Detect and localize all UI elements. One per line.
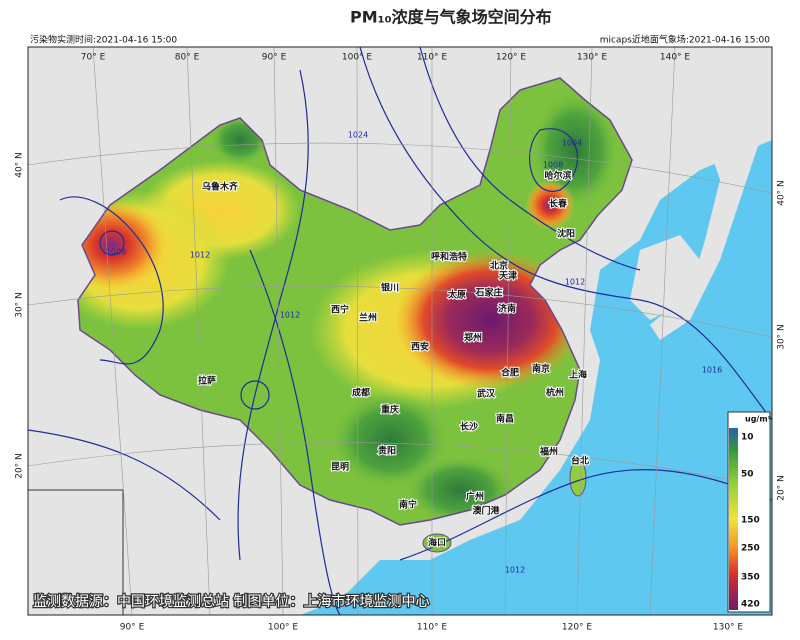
isobar bbox=[529, 128, 578, 192]
isobar bbox=[249, 249, 341, 615]
city-label: 澳门港 bbox=[472, 505, 500, 517]
city-label: 南宁 bbox=[399, 499, 417, 511]
isobar-label: 1016 bbox=[702, 366, 722, 375]
observed-time: 污染物实测时间:2021-04-16 15:00 bbox=[30, 34, 177, 46]
city-label: 成都 bbox=[352, 387, 370, 399]
city-label: 福州 bbox=[539, 446, 558, 458]
lon-label: 110° E bbox=[417, 53, 448, 63]
lon-label: 80° E bbox=[175, 53, 200, 63]
isobar bbox=[240, 380, 270, 410]
city-label: 海口 bbox=[428, 537, 446, 549]
lon-label: 90° E bbox=[120, 623, 145, 633]
city-label: 西宁 bbox=[331, 304, 349, 316]
legend-tick-label: 350 bbox=[741, 573, 760, 583]
isobar-label: 1012 bbox=[565, 278, 585, 287]
lon-label: 70° E bbox=[81, 53, 106, 63]
city-label: 南昌 bbox=[496, 413, 514, 425]
isobar-label: 1008 bbox=[106, 248, 126, 257]
isobars bbox=[28, 47, 772, 615]
isobar-label: 1012 bbox=[505, 566, 525, 575]
lon-label: 110° E bbox=[417, 623, 448, 633]
inset-box bbox=[28, 489, 124, 615]
map-body bbox=[28, 47, 772, 615]
lat-label: 30° N bbox=[15, 292, 25, 318]
lat-label: 40° N bbox=[15, 152, 25, 178]
met-time: micaps近地面气象场:2021-04-16 15:00 bbox=[600, 34, 771, 46]
isobar-label: 1024 bbox=[348, 131, 368, 140]
lon-label: 100° E bbox=[342, 53, 373, 63]
city-label: 兰州 bbox=[359, 312, 377, 324]
legend-tick-label: 50 bbox=[741, 470, 754, 480]
city-label: 长沙 bbox=[460, 421, 478, 433]
city-label: 广州 bbox=[466, 491, 484, 503]
isobar-label: 1008 bbox=[543, 161, 563, 170]
city-label: 重庆 bbox=[381, 404, 399, 416]
city-label: 北京 bbox=[490, 260, 508, 272]
city-label: 西安 bbox=[411, 341, 429, 353]
legend-unit: ug/m³ bbox=[745, 415, 772, 424]
isobar-label: 1012 bbox=[280, 311, 300, 320]
city-label: 沈阳 bbox=[557, 228, 575, 240]
isobar bbox=[419, 47, 641, 271]
legend-tick-label: 10 bbox=[741, 433, 754, 443]
lon-label: 140° E bbox=[660, 53, 691, 63]
pm10-patch bbox=[330, 390, 450, 490]
pm10-patch bbox=[530, 90, 620, 210]
lon-label: 120° E bbox=[496, 53, 527, 63]
isobar bbox=[399, 469, 772, 561]
lat-label: 30° N bbox=[777, 324, 787, 350]
map-frame bbox=[27, 46, 773, 616]
japan bbox=[650, 100, 760, 340]
city-label: 呼和浩特 bbox=[431, 251, 467, 263]
footer: 监测数据源：中国环境监测总站 制图单位：上海市环境监测中心 bbox=[33, 593, 429, 610]
parallels bbox=[28, 142, 772, 489]
city-label: 太原 bbox=[447, 289, 466, 301]
city-label: 拉萨 bbox=[198, 375, 216, 387]
lat-label: 40° N bbox=[777, 180, 787, 206]
lon-label: 100° E bbox=[268, 623, 299, 633]
city-label: 石家庄 bbox=[474, 287, 502, 299]
city-label: 长春 bbox=[549, 198, 568, 210]
isobar bbox=[99, 230, 125, 256]
legend-tick-label: 420 bbox=[741, 600, 760, 610]
lat-label: 20° N bbox=[15, 453, 25, 479]
city-label: 贵阳 bbox=[378, 445, 396, 457]
colorbar bbox=[729, 428, 738, 610]
city-label: 哈尔滨 bbox=[544, 170, 571, 182]
meridians bbox=[92, 47, 676, 615]
lat-label: 20° N bbox=[777, 475, 787, 501]
title: PM₁₀浓度与气象场空间分布 bbox=[350, 8, 552, 27]
city-label: 郑州 bbox=[464, 332, 482, 344]
isobar bbox=[59, 196, 164, 365]
city-label: 杭州 bbox=[546, 387, 564, 399]
city-label: 上海 bbox=[569, 369, 587, 381]
isobar bbox=[237, 69, 309, 561]
city-label: 武汉 bbox=[477, 388, 496, 400]
city-label: 合肥 bbox=[501, 367, 519, 379]
lon-label: 130° E bbox=[577, 53, 608, 63]
city-label: 济南 bbox=[498, 303, 516, 315]
isobar-label: 1004 bbox=[562, 139, 582, 148]
isobar bbox=[359, 47, 772, 421]
lon-label: 120° E bbox=[562, 623, 593, 633]
city-label: 银川 bbox=[381, 282, 399, 294]
hainan bbox=[422, 533, 452, 553]
city-label: 南京 bbox=[532, 363, 550, 375]
city-label: 天津 bbox=[499, 270, 517, 282]
lon-label: 90° E bbox=[262, 53, 287, 63]
isobar bbox=[28, 429, 221, 521]
pm10-hotspot bbox=[525, 180, 575, 230]
legend-tick-label: 150 bbox=[741, 516, 760, 526]
city-label: 昆明 bbox=[331, 462, 349, 473]
isobar-label: 1012 bbox=[190, 251, 210, 260]
graticule bbox=[28, 47, 772, 615]
city-label: 台北 bbox=[571, 455, 589, 467]
lon-label: 130° E bbox=[713, 623, 744, 633]
city-label: 乌鲁木齐 bbox=[202, 181, 239, 193]
legend-tick-label: 250 bbox=[741, 544, 760, 554]
